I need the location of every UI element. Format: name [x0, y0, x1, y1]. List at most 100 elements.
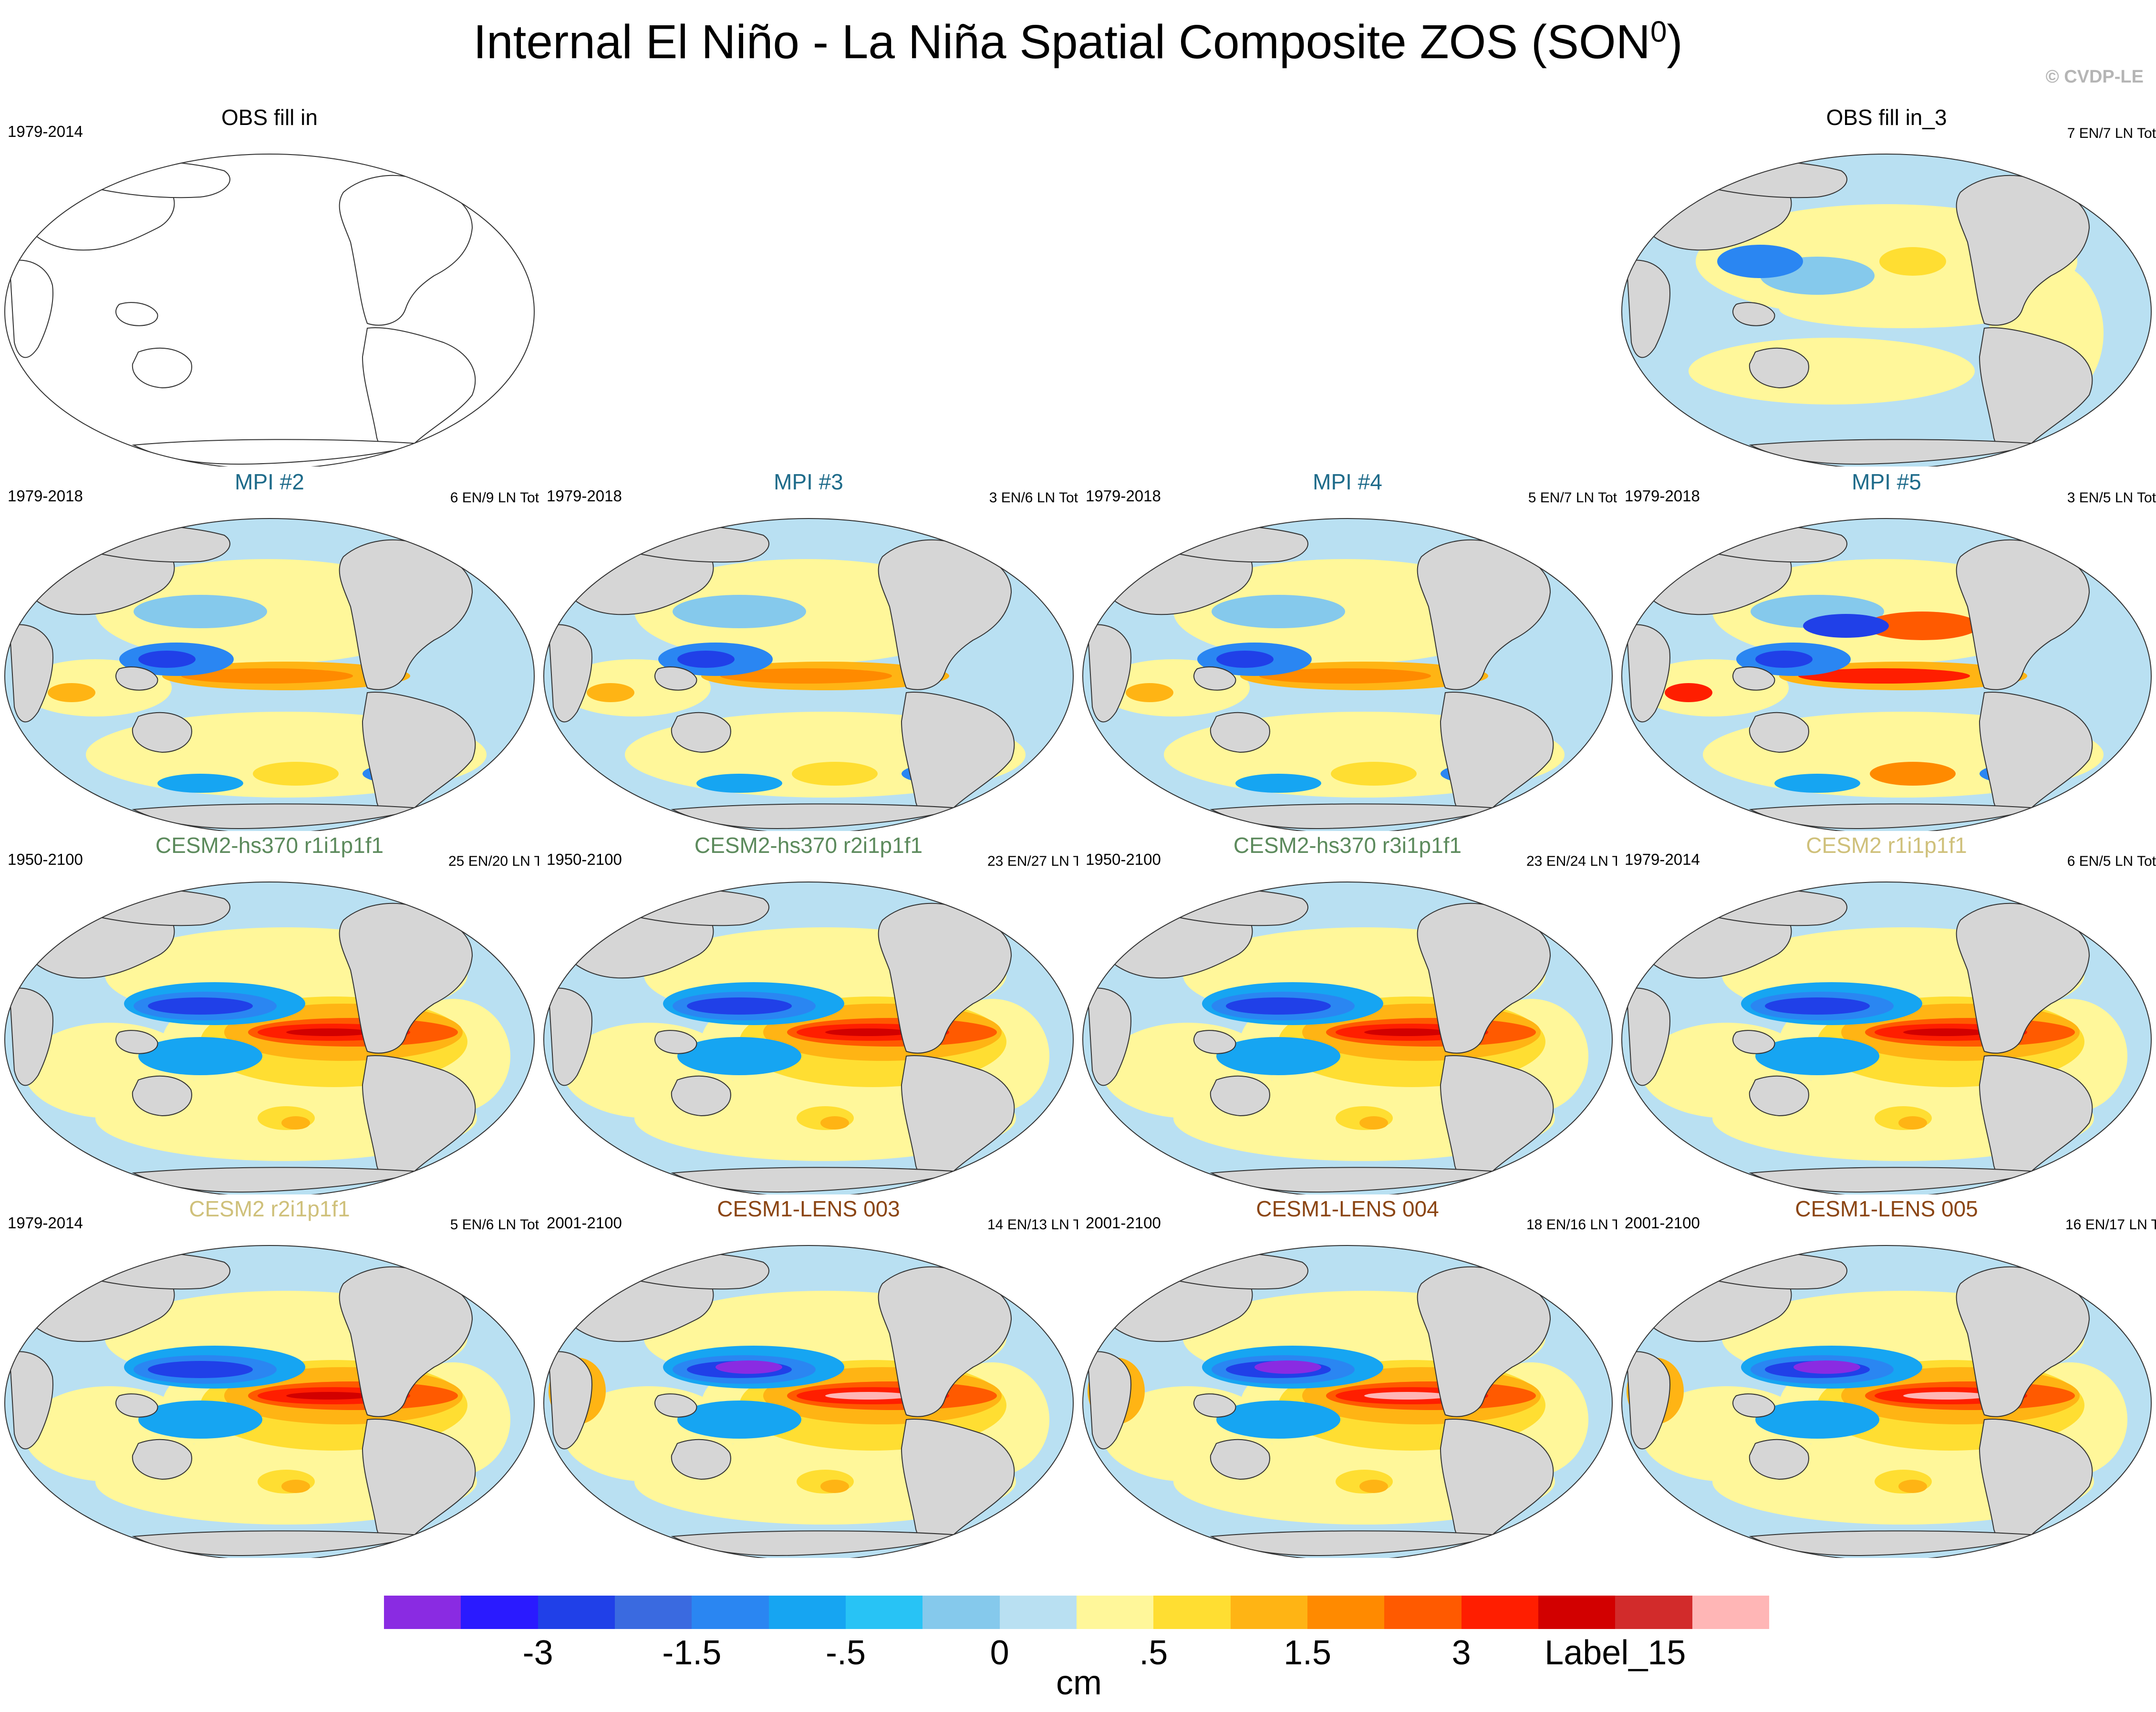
americas-land	[1956, 903, 2090, 1054]
asia-north-land	[1131, 887, 1308, 926]
colorbar-tick-label: -3	[522, 1634, 553, 1672]
colorbar-swatch	[1230, 1596, 1307, 1629]
map-svg	[1082, 1245, 1613, 1558]
panel-event-count: 23 EN/24 LN Tot	[1526, 853, 1617, 869]
americas-land	[1417, 539, 1551, 690]
americas-land	[1417, 1266, 1551, 1417]
map-panel-mpi-2: MPI #2 1979-2018 6 EN/9 LN Tot	[0, 468, 539, 831]
colorbar-swatch	[999, 1596, 1077, 1629]
americas-land	[339, 903, 473, 1054]
map-border	[1621, 882, 2152, 1194]
map-svg	[4, 1245, 535, 1558]
africa-land	[1626, 987, 1670, 1086]
panel-period: 1950-2100	[547, 851, 622, 868]
map-border	[4, 1245, 535, 1558]
anomaly-blob	[134, 595, 267, 628]
anomaly-blob	[1359, 1480, 1388, 1493]
australia-land	[671, 1439, 731, 1480]
antarctica-land	[132, 1530, 420, 1556]
panel-period: 2001-2100	[547, 1214, 622, 1232]
map-panel-cesm2-r1: CESM2 r1i1p1f1 1979-2014 6 EN/5 LN Tot	[1617, 832, 2156, 1194]
americas-land	[878, 903, 1012, 1054]
colorbar-swatch	[1692, 1596, 1769, 1629]
anomaly-blob	[1865, 612, 1980, 640]
anomaly-blob	[825, 1028, 911, 1036]
anomaly-blob	[1364, 1392, 1450, 1400]
panel-event-count: 14 EN/13 LN Tot	[987, 1217, 1078, 1233]
south-america-land	[901, 692, 1015, 818]
anomaly-blob	[138, 1037, 262, 1075]
anomaly-blob	[1717, 245, 1803, 278]
panel-event-count: 25 EN/20 LN Tot	[448, 853, 539, 869]
panel-event-count: 18 EN/16 LN Tot	[1526, 1217, 1617, 1233]
americas-land	[1956, 539, 2090, 690]
maritime-land	[1732, 666, 1775, 691]
anomaly-blob	[281, 1480, 310, 1493]
panel-title: OBS fill in_3	[1826, 105, 1947, 130]
map-panel-cesm2-hs370-r2: CESM2-hs370 r2i1p1f1 1950-2100 23 EN/27 LN…	[539, 832, 1078, 1194]
colorbar-swatch	[1615, 1596, 1692, 1629]
map-border	[4, 154, 535, 467]
antarctica-land	[1210, 1530, 1498, 1556]
credit-label: © CVDP-LE	[2045, 67, 2144, 87]
anomaly-blob	[253, 762, 339, 786]
australia-land	[1749, 347, 1809, 389]
anomaly-blob	[1755, 1037, 1879, 1075]
antarctica-land	[132, 439, 420, 465]
panel-event-count: 5 EN/7 LN Tot	[1528, 490, 1617, 506]
anomaly-blob	[1689, 338, 1975, 405]
anomaly-blob	[281, 1116, 310, 1130]
map-panel-mpi-5: MPI #5 1979-2018 3 EN/5 LN Tot	[1617, 468, 2156, 831]
south-america-land	[362, 1419, 476, 1545]
map-svg	[4, 882, 535, 1194]
anomaly-blob	[1359, 1116, 1388, 1130]
maritime-land	[115, 1030, 158, 1054]
antarctica-land	[671, 803, 959, 830]
south-america-land	[1440, 1055, 1554, 1182]
map-border	[543, 1245, 1074, 1558]
americas-land	[339, 1266, 473, 1417]
anomaly-blob	[1803, 614, 1889, 638]
map-border	[4, 882, 535, 1194]
anomaly-blob	[157, 774, 243, 793]
panel-event-count: 7 EN/7 LN Tot	[2067, 125, 2156, 141]
panel-period: 1979-2018	[547, 487, 622, 505]
maritime-land	[654, 1393, 697, 1418]
colorbar-tick-label: .5	[1139, 1634, 1168, 1672]
panel-event-count: 16 EN/17 LN Tot	[2065, 1217, 2156, 1233]
anomaly-blob	[673, 595, 806, 628]
asia-north-land	[592, 887, 769, 926]
colorbar	[384, 1596, 1769, 1629]
colorbar-swatch	[845, 1596, 923, 1629]
anomaly-blob	[720, 668, 892, 684]
colorbar-swatch	[538, 1596, 615, 1629]
australia-land	[1210, 1439, 1270, 1480]
panel-period: 1950-2100	[8, 851, 83, 868]
panel-event-count: 5 EN/6 LN Tot	[450, 1217, 539, 1233]
antarctica-land	[671, 1167, 959, 1193]
colorbar-swatch	[1076, 1596, 1154, 1629]
asia-north-land	[53, 524, 230, 563]
anomaly-blob	[1898, 1116, 1927, 1130]
panel-title: CESM2-hs370 r1i1p1f1	[155, 833, 384, 858]
colorbar-tick-label: 0	[990, 1634, 1009, 1672]
australia-land	[1210, 712, 1270, 753]
colorbar-swatch	[1307, 1596, 1385, 1629]
map-svg	[4, 518, 535, 831]
anomaly-blob	[1216, 651, 1274, 668]
anomaly-blob	[1259, 668, 1431, 684]
anomaly-blob	[677, 1401, 801, 1439]
anomaly-blob	[1765, 997, 1870, 1015]
anomaly-blob	[825, 1392, 911, 1400]
anomaly-blob	[1798, 668, 1970, 684]
panel-title: MPI #3	[774, 469, 843, 494]
anomaly-blob	[1331, 762, 1417, 786]
maritime-land	[115, 666, 158, 691]
panel-period: 1979-2018	[8, 487, 83, 505]
map-svg	[1621, 518, 2152, 831]
panel-event-count: 23 EN/27 LN Tot	[987, 853, 1078, 869]
anomaly-blob	[148, 1361, 253, 1378]
south-america-land	[1979, 1419, 2093, 1545]
africa-land	[9, 259, 53, 358]
colorbar-swatch	[614, 1596, 692, 1629]
